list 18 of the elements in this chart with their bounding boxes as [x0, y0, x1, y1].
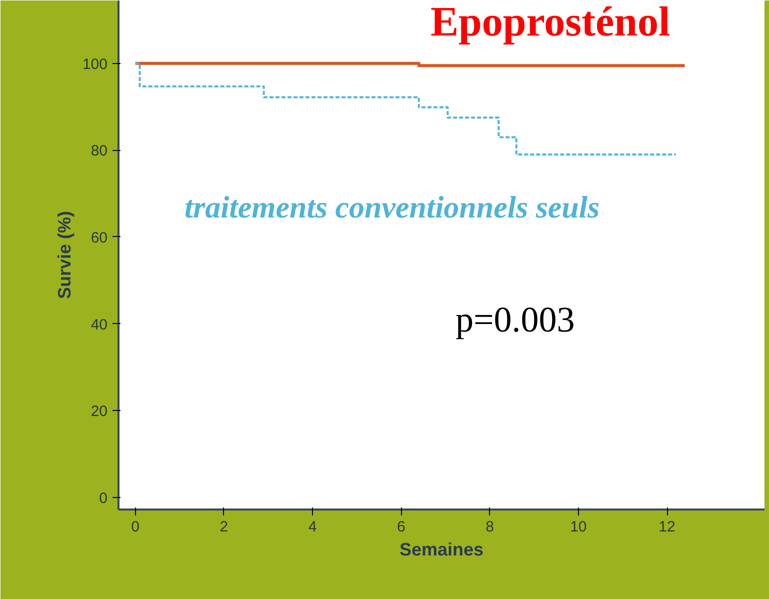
y-tick-label: 100 [82, 56, 108, 73]
y-tick-label: 0 [99, 490, 108, 507]
y-tick-label: 20 [90, 403, 108, 420]
x-tick-label: 2 [220, 518, 228, 536]
y-axis-title: Survie (%) [54, 210, 74, 300]
series-label: Epoprosténol [430, 0, 670, 46]
y-tick-label: 60 [90, 229, 108, 246]
annotation: p=0.003 [456, 300, 575, 340]
x-tick-label: 6 [397, 518, 406, 536]
x-tick-label: 4 [308, 518, 317, 536]
x-tick-label: 0 [131, 518, 140, 536]
y-tick-label: 80 [90, 142, 108, 160]
y-tick-label: 40 [90, 316, 108, 334]
x-tick-label: 12 [658, 518, 676, 536]
series-label: traitements conventionnels seuls [184, 190, 600, 224]
x-tick-label: 8 [486, 518, 494, 536]
x-tick-label: 10 [570, 518, 587, 536]
x-axis-title: Semaines [399, 540, 484, 560]
